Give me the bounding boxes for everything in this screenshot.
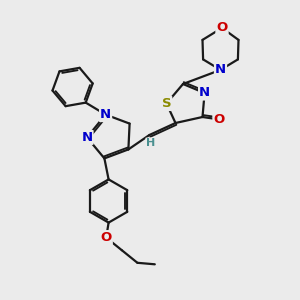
Text: O: O [100,231,112,244]
Text: O: O [216,21,228,34]
Text: N: N [81,131,93,144]
Text: N: N [199,86,210,100]
Text: N: N [100,108,111,121]
Text: N: N [215,63,226,76]
Text: H: H [146,138,155,148]
Text: O: O [213,113,225,126]
Text: S: S [162,97,171,110]
